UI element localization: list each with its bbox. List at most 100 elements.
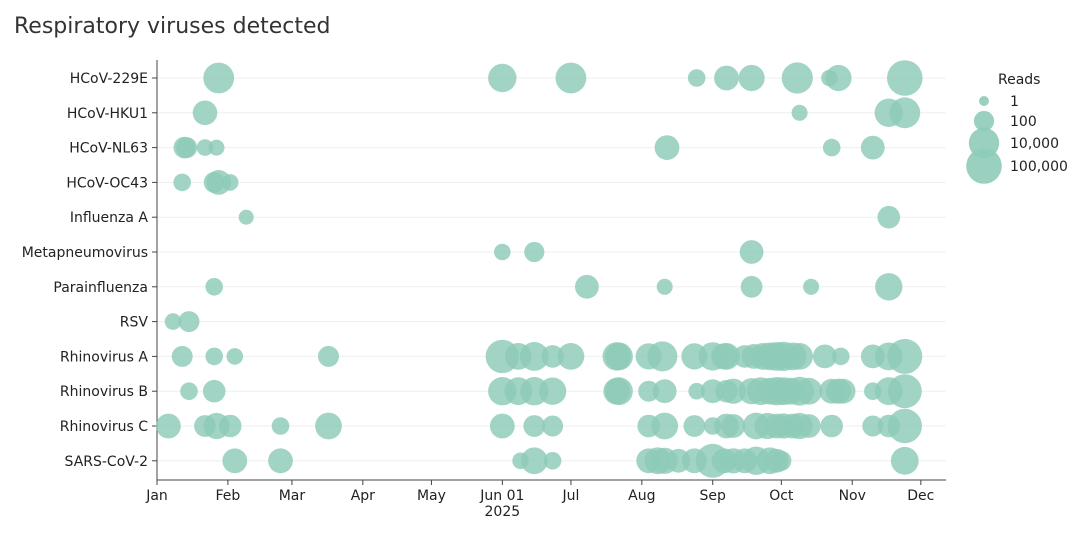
data-point — [683, 415, 706, 437]
data-point — [688, 382, 705, 400]
data-point — [164, 313, 182, 330]
y-tick-label: RSV — [120, 315, 149, 331]
data-point — [771, 450, 792, 471]
legend-marker — [973, 110, 995, 132]
data-point — [171, 345, 193, 367]
data-point — [875, 273, 903, 301]
data-point — [575, 274, 599, 299]
legend-layer: Reads 1 100 10,000 100,000 — [966, 72, 1068, 184]
chart-title: Respiratory viruses detected — [14, 14, 331, 39]
data-point — [196, 139, 214, 156]
data-point — [887, 60, 923, 96]
data-point — [786, 343, 813, 370]
data-point — [713, 343, 740, 370]
y-tick-label: HCoV-HKU1 — [67, 106, 148, 122]
data-point — [687, 69, 706, 87]
data-point — [520, 447, 548, 475]
data-point — [803, 278, 820, 295]
data-point — [739, 240, 764, 264]
y-tick-label: Rhinovirus B — [60, 384, 148, 400]
data-point — [877, 205, 901, 229]
data-point — [652, 379, 677, 404]
legend-label: 100 — [1010, 114, 1037, 130]
data-point — [795, 377, 823, 405]
legend-label: 10,000 — [1010, 136, 1059, 152]
x-tick-label: Oct — [769, 488, 794, 504]
data-point — [638, 380, 660, 402]
x-tick-label: Dec — [907, 488, 934, 504]
y-tick-label: Rhinovirus C — [60, 419, 148, 435]
data-point — [796, 414, 821, 438]
x-tick-label: Jan — [145, 488, 168, 504]
data-point — [523, 415, 546, 437]
data-point — [830, 378, 856, 404]
data-point — [318, 345, 339, 367]
data-point — [238, 209, 254, 225]
data-point — [890, 446, 919, 475]
data-point — [519, 342, 549, 371]
data-point — [173, 173, 191, 192]
data-point — [862, 415, 884, 437]
y-tick-label: Metapneumovirus — [22, 245, 148, 261]
x-tick-label: Feb — [215, 488, 240, 504]
data-point — [541, 345, 564, 368]
y-tick-label: Parainfluenza — [53, 280, 148, 296]
x-tick-label: Apr — [351, 488, 375, 504]
data-point — [721, 414, 746, 438]
x-tick-label: Mar — [279, 488, 306, 504]
data-point — [654, 135, 680, 161]
data-point — [315, 412, 342, 440]
x-year-label: 2025 — [485, 504, 521, 520]
legend-title: Reads — [998, 72, 1040, 88]
data-point — [791, 104, 808, 121]
data-point — [208, 139, 225, 156]
y-tick-label: HCoV-OC43 — [66, 175, 148, 191]
y-tick-label: SARS-CoV-2 — [65, 454, 148, 470]
data-point — [176, 137, 198, 159]
data-point — [222, 448, 248, 474]
data-point — [205, 347, 223, 366]
data-point — [489, 413, 515, 439]
data-point — [656, 278, 673, 295]
data-point — [860, 135, 885, 160]
data-point — [887, 374, 922, 409]
data-point — [557, 343, 585, 370]
data-point — [218, 414, 242, 438]
x-tick-label: Jul — [561, 488, 579, 504]
data-point — [714, 65, 739, 91]
data-point — [488, 63, 517, 93]
data-point — [822, 138, 841, 157]
y-tick-label: HCoV-229E — [70, 71, 148, 87]
y-tick-label: HCoV-NL63 — [69, 141, 148, 157]
data-point — [555, 62, 587, 94]
data-point — [542, 415, 564, 437]
data-point — [781, 62, 813, 94]
data-point — [178, 311, 200, 333]
data-point — [494, 243, 511, 261]
data-point — [740, 275, 763, 298]
data-point — [268, 448, 293, 474]
data-point — [203, 62, 235, 94]
x-tick-label: Jun 01 — [479, 488, 524, 504]
legend-marker — [966, 148, 1002, 184]
data-point — [651, 412, 679, 440]
data-point — [156, 413, 181, 439]
data-point — [738, 64, 765, 92]
data-point — [221, 174, 239, 191]
data-point — [205, 278, 223, 296]
data-point — [832, 347, 850, 366]
y-tick-label: Rhinovirus A — [60, 349, 148, 365]
data-point — [887, 338, 923, 374]
data-point — [887, 408, 922, 444]
data-point — [820, 414, 843, 438]
axis-layer: HCoV-229E HCoV-HKU1 HCoV-NL63 HCoV-OC43 Infl… — [22, 60, 946, 520]
x-tick-label: May — [417, 488, 446, 504]
data-point — [543, 452, 562, 470]
data-point — [180, 382, 198, 401]
x-tick-label: Nov — [839, 488, 866, 504]
data-point — [226, 348, 244, 365]
data-point — [605, 342, 633, 371]
data-point — [825, 64, 852, 92]
